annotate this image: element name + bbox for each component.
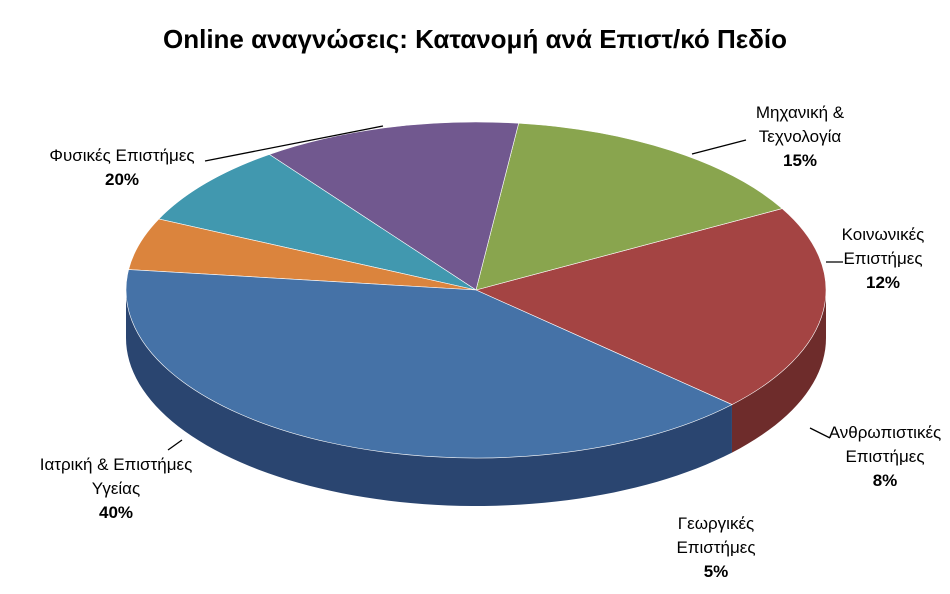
slice-label-5-line-0: Ιατρική & Επιστήμες	[40, 455, 193, 474]
pie-sides	[126, 290, 826, 506]
slice-label-1-line-0: Μηχανική &	[756, 103, 845, 122]
slice-percent-5: 40%	[99, 503, 133, 522]
pie-slice-5	[125, 269, 733, 459]
slice-label-3-line-0: Ανθρωπιστικές	[829, 423, 941, 442]
slice-label-4-line-0: Γεωργικές	[678, 514, 754, 533]
slice-label-1-line-1: Τεχνολογία	[759, 127, 842, 146]
pie-slice-1	[475, 122, 783, 291]
pie-slices	[125, 121, 827, 459]
chart-title: Online αναγνώσεις: Κατανομή ανά Επιστ/κό…	[163, 24, 787, 54]
pie-side-5	[126, 290, 732, 506]
slice-label-4-line-1: Επιστήμες	[676, 538, 755, 557]
slice-labels: Φυσικές Επιστήμες 20% Μηχανική & Τεχνολογία…	[40, 103, 941, 581]
leader-line-3	[809, 427, 831, 439]
pie-side-0	[731, 290, 826, 453]
leader-lines	[167, 125, 843, 451]
slice-percent-1: 15%	[783, 151, 817, 170]
slice-label-0-line-0: Φυσικές Επιστήμες	[49, 146, 194, 165]
slice-percent-3: 8%	[873, 471, 898, 490]
leader-line-0	[204, 125, 384, 162]
slice-percent-0: 20%	[105, 170, 139, 189]
slice-percent-4: 5%	[704, 562, 729, 581]
slice-label-2-line-0: Κοινωνικές	[842, 225, 925, 244]
leader-line-5	[167, 439, 183, 451]
slice-label-2-line-1: Επιστήμες	[843, 249, 922, 268]
pie-slice-2	[268, 121, 520, 291]
slice-label-5-line-1: Υγείας	[92, 479, 140, 498]
slice-label-3-line-1: Επιστήμες	[845, 447, 924, 466]
pie-slice-3	[158, 154, 477, 291]
slice-percent-2: 12%	[866, 273, 900, 292]
pie-slice-0	[475, 208, 827, 405]
leader-line-1	[691, 139, 747, 155]
